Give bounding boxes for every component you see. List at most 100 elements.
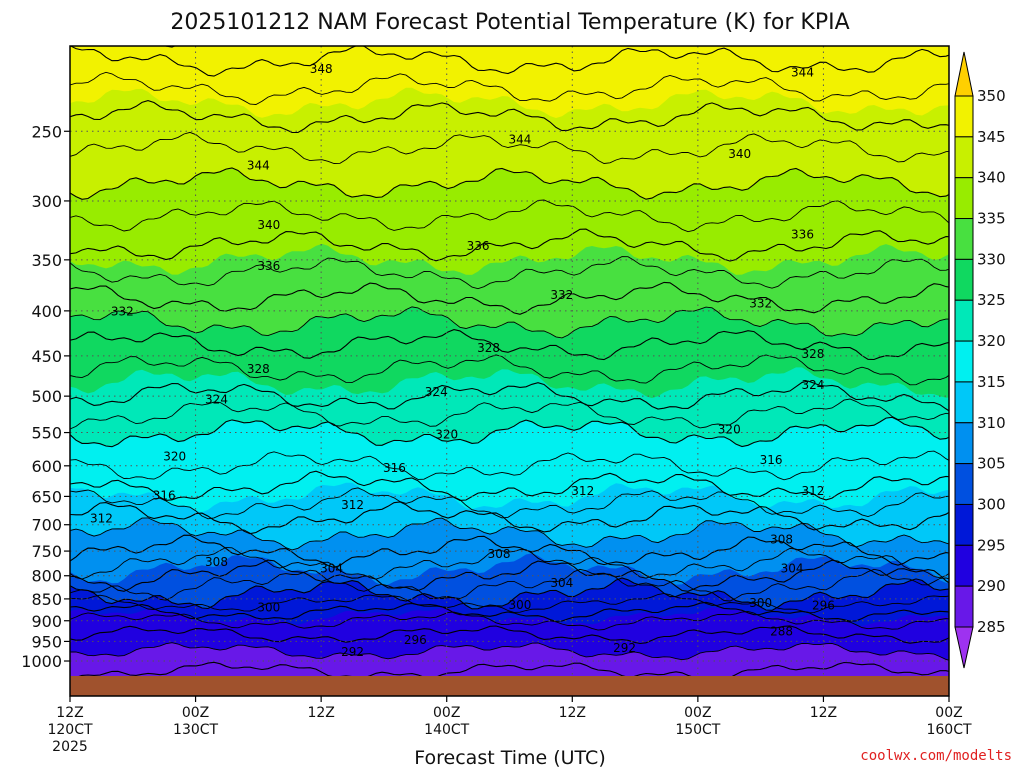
colorbar-label: 340 <box>977 169 1006 187</box>
contour-label: 316 <box>153 489 176 503</box>
colorbar-cell <box>954 218 974 260</box>
contour-label-text: 312 <box>341 498 364 512</box>
y-tick-label-400: 400 <box>31 302 62 321</box>
y-tick-label-800: 800 <box>31 567 62 586</box>
contour-label: 340 <box>257 218 280 232</box>
y-tick-label-950: 950 <box>31 632 62 651</box>
contour-label-text: 308 <box>770 533 793 547</box>
contour-label-text: 312 <box>571 484 594 498</box>
contour-label: 328 <box>247 362 270 376</box>
contour-label-text: 312 <box>90 512 113 526</box>
x-tick-label: 12Z <box>307 705 334 721</box>
colorbar-cell <box>954 503 974 546</box>
contour-label: 292 <box>613 641 636 655</box>
colorbar-cell <box>954 585 974 628</box>
y-tick-label-250: 250 <box>31 122 62 141</box>
contour-label: 308 <box>488 547 511 561</box>
contour-label-text: 344 <box>791 65 814 79</box>
contour-label: 316 <box>383 461 406 475</box>
contour-label: 312 <box>802 484 825 498</box>
contour-line-304 <box>70 559 949 592</box>
contour-label: 324 <box>205 393 228 407</box>
contour-line-320 <box>70 416 949 448</box>
contour-line-306 <box>70 546 949 580</box>
y-tick-label-900: 900 <box>31 612 62 631</box>
colorbar-label: 315 <box>977 373 1006 391</box>
contour-label: 340 <box>728 147 751 161</box>
contour-label: 288 <box>770 624 793 638</box>
colorbar-bottom-arrow <box>954 626 974 669</box>
x-tick-label: 150CT <box>675 722 720 738</box>
y-tick-label-550: 550 <box>31 424 62 443</box>
contour-label: 324 <box>425 385 448 399</box>
colorbar-cell <box>954 258 974 301</box>
contour-line-324 <box>70 380 949 412</box>
contour-label-text: 292 <box>341 645 364 659</box>
colorbar-label: 320 <box>977 332 1006 350</box>
contour-label: 296 <box>404 633 427 647</box>
contour-label-text: 316 <box>153 489 176 503</box>
y-tick-label-350: 350 <box>31 251 62 270</box>
contour-line-298 <box>70 592 949 614</box>
contour-label-text: 324 <box>205 393 228 407</box>
contour-label: 300 <box>257 600 280 614</box>
colorbar-top-arrow <box>954 51 974 97</box>
contour-label-text: 332 <box>550 288 573 302</box>
contour-label-text: 308 <box>488 547 511 561</box>
contour-label-text: 336 <box>791 227 814 241</box>
contour-label: 308 <box>205 555 228 569</box>
x-tick-label: 00Z <box>182 705 209 721</box>
contour-label-text: 296 <box>812 599 835 613</box>
colorbar-label: 295 <box>977 536 1006 554</box>
contour-label-text: 288 <box>770 624 793 638</box>
contour-label: 312 <box>571 484 594 498</box>
colorbar-cell <box>954 544 974 587</box>
colorbar-label: 305 <box>977 455 1006 473</box>
x-axis-label: Forecast Time (UTC) <box>414 747 605 768</box>
colorbar-label: 350 <box>977 87 1006 105</box>
contour-label: 332 <box>749 297 772 311</box>
contour-label-text: 328 <box>247 362 270 376</box>
colorbar-label: 300 <box>977 495 1006 513</box>
y-tick-label-300: 300 <box>31 192 62 211</box>
contour-line-334 <box>70 256 949 290</box>
contour-label: 344 <box>247 158 270 172</box>
contour-label: 324 <box>802 378 825 392</box>
colorbar-label: 330 <box>977 250 1006 268</box>
contour-line-336 <box>70 228 949 262</box>
contour-label: 320 <box>435 427 458 441</box>
x-tick-label: 12Z <box>559 705 586 721</box>
contour-line-290 <box>70 642 949 661</box>
contour-label-text: 316 <box>760 453 783 467</box>
filled-contours <box>70 46 949 676</box>
contour-line-308 <box>70 534 949 568</box>
y-tick-label-750: 750 <box>31 542 62 561</box>
contour-line-316 <box>70 470 949 501</box>
contour-label-text: 344 <box>509 132 532 146</box>
x-tick-label: 00Z <box>433 705 460 721</box>
x-tick-label: 140CT <box>424 722 469 738</box>
contour-label-text: 300 <box>257 600 280 614</box>
colorbar-label: 335 <box>977 210 1006 228</box>
colorbar-cell <box>954 177 974 220</box>
colorbar-label: 325 <box>977 291 1006 309</box>
x-tick-label: 12Z <box>56 705 83 721</box>
credit-text: coolwx.com/modelts <box>860 748 1012 764</box>
contour-label: 332 <box>111 304 134 318</box>
chart-title: 2025101212 NAM Forecast Potential Temper… <box>170 10 849 35</box>
contour-label: 336 <box>257 259 280 273</box>
contour-line-346 <box>70 71 949 105</box>
contour-label: 320 <box>163 450 186 464</box>
contour-label-text: 340 <box>728 147 751 161</box>
contour-line-338 <box>70 199 949 233</box>
contour-label-text: 332 <box>111 304 134 318</box>
ground-surface <box>70 676 949 696</box>
contour-label-text: 348 <box>310 62 333 76</box>
x-tick-label: 2025 <box>52 739 88 755</box>
contour-label-text: 336 <box>257 259 280 273</box>
contour-label: 300 <box>749 596 772 610</box>
contour-label-text: 324 <box>802 378 825 392</box>
contour-label: 304 <box>781 562 804 576</box>
contour-label: 336 <box>467 239 490 253</box>
colorbar-label: 290 <box>977 577 1006 595</box>
